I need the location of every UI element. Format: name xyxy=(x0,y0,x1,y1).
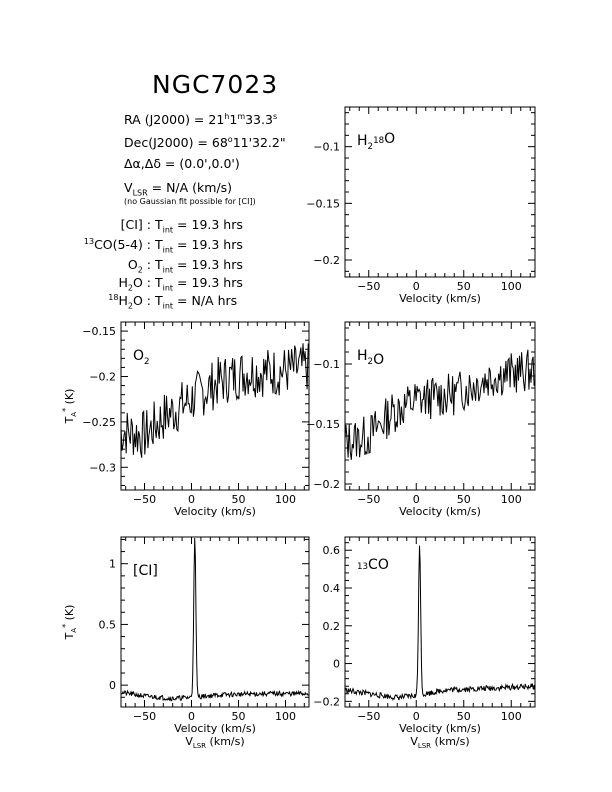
y-tick-label: 1 xyxy=(109,558,116,571)
fit-note: (no Gaussian fit possible for [CI]) xyxy=(124,197,256,206)
panel-co13: −50 0 50 100 −0.2 0 0.2 0.4 0.6 13CO Velocity (km/… xyxy=(313,536,536,750)
ra-label: RA (J2000) = xyxy=(124,112,209,128)
y-tick-label: −0.25 xyxy=(82,416,116,429)
axis-title: VLSR (km/s) xyxy=(185,735,244,750)
x-tick-label: −50 xyxy=(357,710,380,723)
plot-frame xyxy=(344,536,536,708)
x-tick-label: 100 xyxy=(501,710,522,723)
tint-line-value: Tint = 19.3 hrs xyxy=(155,217,243,235)
x-tick-label: 0 xyxy=(188,710,195,723)
x-tick-label: 50 xyxy=(457,493,471,506)
x-tick-label: 50 xyxy=(457,710,471,723)
y-tick-label: −0.2 xyxy=(89,370,116,383)
y-tick-label: −0.2 xyxy=(313,478,340,491)
x-tick-label: 0 xyxy=(413,280,420,293)
tint-line-label: O2 : xyxy=(127,257,151,275)
dec-label: Dec(J2000) = xyxy=(124,135,212,151)
axis-title: Velocity (km/s) xyxy=(399,722,481,735)
spectrum-line xyxy=(345,545,535,701)
y-tick-label: 0 xyxy=(333,658,340,671)
x-tick-label: 50 xyxy=(232,710,246,723)
tint-line-value: Tint = 19.3 hrs xyxy=(155,237,243,255)
axis-title: Velocity (km/s) xyxy=(399,505,481,518)
tint-line-label: 18H2O : xyxy=(108,293,151,311)
x-tick-label: 0 xyxy=(413,493,420,506)
x-tick-label: −50 xyxy=(133,710,156,723)
tint-line-label: H2O : xyxy=(118,275,151,293)
panel-h2o: −50 0 50 100 −0.1 −0.15 −0.2 H2O Velocity (km/s) xyxy=(306,321,536,518)
y-tick-label: 0.6 xyxy=(323,544,341,557)
y-tick-label: 0.2 xyxy=(323,620,341,633)
tint-line-value: Tint = 19.3 hrs xyxy=(155,275,243,293)
y-tick-label: 0.4 xyxy=(323,582,341,595)
axis-title: Velocity (km/s) xyxy=(399,292,481,305)
spectrum-line xyxy=(345,349,535,460)
panel-label: 13CO xyxy=(357,557,389,573)
y-tick-label: −0.2 xyxy=(313,695,340,708)
y-tick-label: 0.5 xyxy=(99,618,117,631)
axis-title: TA* (K) xyxy=(61,389,78,425)
panel-h218o: −50 0 50 100 −0.1 −0.15 −0.2 H218O Velocity (km/… xyxy=(306,106,536,305)
plot-frame xyxy=(120,321,310,491)
tint-line-value: Tint = N/A hrs xyxy=(155,293,238,311)
y-tick-label: −0.15 xyxy=(306,418,340,431)
x-tick-label: −50 xyxy=(357,493,380,506)
axis-title: TA* (K) xyxy=(61,605,78,641)
y-tick-label: −0.3 xyxy=(89,461,116,474)
x-tick-label: −50 xyxy=(357,280,380,293)
panel-o2: −50 0 50 100 −0.15 −0.2 −0.25 −0.3 O2 Velocity (k… xyxy=(61,321,310,518)
spectrum-line xyxy=(121,537,309,702)
x-tick-label: 100 xyxy=(275,493,296,506)
panel-ci: −50 0 50 100 0 0.5 1 [CI] Velocity (km/s)VLSR (k… xyxy=(61,536,310,750)
panel-label: H2O xyxy=(357,348,384,368)
tint-line-label: 13CO(5-4) : xyxy=(83,237,151,253)
axis-title: VLSR (km/s) xyxy=(410,735,469,750)
axis-title: Velocity (km/s) xyxy=(174,722,256,735)
plot-frame xyxy=(344,321,536,491)
tint-line-value: Tint = 19.3 hrs xyxy=(155,257,243,275)
ra-line: RA (J2000) = 21h1m33.3s xyxy=(124,112,278,128)
y-tick-label: −0.1 xyxy=(313,141,340,154)
plot-frame xyxy=(120,536,310,708)
x-tick-label: 100 xyxy=(501,280,522,293)
x-tick-label: 0 xyxy=(188,493,195,506)
y-tick-label: −0.1 xyxy=(313,358,340,371)
offset-line: Δα,Δδ = (0.0',0.0') xyxy=(124,156,240,171)
y-tick-label: −0.15 xyxy=(306,197,340,210)
y-tick-label: −0.15 xyxy=(82,325,116,338)
panel-label: O2 xyxy=(133,348,150,367)
page-title: NGC7023 xyxy=(152,70,279,99)
plot-frame xyxy=(344,106,536,278)
y-tick-label: −0.2 xyxy=(313,254,340,267)
spectrum-line xyxy=(121,343,309,458)
axis-title: Velocity (km/s) xyxy=(174,505,256,518)
x-tick-label: 50 xyxy=(457,280,471,293)
y-tick-label: 0 xyxy=(109,679,116,692)
vlsr-line: VLSR = N/A (km/s) xyxy=(124,180,233,198)
tint-line-label: [CI] : xyxy=(120,217,151,232)
x-tick-label: 100 xyxy=(275,710,296,723)
x-tick-label: 50 xyxy=(232,493,246,506)
panel-label: H218O xyxy=(357,131,395,152)
x-tick-label: 100 xyxy=(501,493,522,506)
panel-label: [CI] xyxy=(133,563,158,579)
x-tick-label: 0 xyxy=(413,710,420,723)
dec-line: Dec(J2000) = 68o11'32.2" xyxy=(124,135,286,151)
x-tick-label: −50 xyxy=(133,493,156,506)
